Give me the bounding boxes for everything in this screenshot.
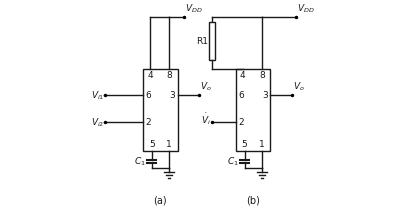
- Text: 1: 1: [259, 140, 265, 149]
- Text: 5: 5: [149, 140, 155, 149]
- Text: $V_{i1}$: $V_{i1}$: [91, 89, 104, 102]
- Text: (b): (b): [246, 196, 260, 206]
- Text: $V_{DD}$: $V_{DD}$: [297, 3, 315, 15]
- Bar: [236, 69, 270, 151]
- Text: 8: 8: [259, 71, 265, 80]
- Text: $V_{DD}$: $V_{DD}$: [185, 3, 203, 15]
- Text: 4: 4: [240, 71, 246, 80]
- Text: 3: 3: [169, 91, 175, 100]
- Text: R1: R1: [196, 37, 208, 46]
- Text: 2: 2: [146, 118, 151, 127]
- Text: 3: 3: [262, 91, 268, 100]
- Text: $V_o$: $V_o$: [200, 81, 212, 93]
- Text: $C_1$: $C_1$: [227, 155, 239, 168]
- Text: 5: 5: [241, 140, 247, 149]
- Bar: [209, 22, 215, 60]
- Text: $V_o$: $V_o$: [293, 81, 305, 93]
- Text: $\dot{V}_i$: $\dot{V}_i$: [201, 111, 211, 127]
- Text: 6: 6: [239, 91, 244, 100]
- Text: 1: 1: [166, 140, 172, 149]
- Bar: [143, 69, 178, 151]
- Text: 6: 6: [146, 91, 151, 100]
- Text: $C_1$: $C_1$: [134, 155, 146, 168]
- Text: (a): (a): [153, 196, 167, 206]
- Text: 2: 2: [239, 118, 244, 127]
- Text: 8: 8: [166, 71, 172, 80]
- Text: 4: 4: [147, 71, 153, 80]
- Text: $V_{i2}$: $V_{i2}$: [91, 116, 104, 129]
